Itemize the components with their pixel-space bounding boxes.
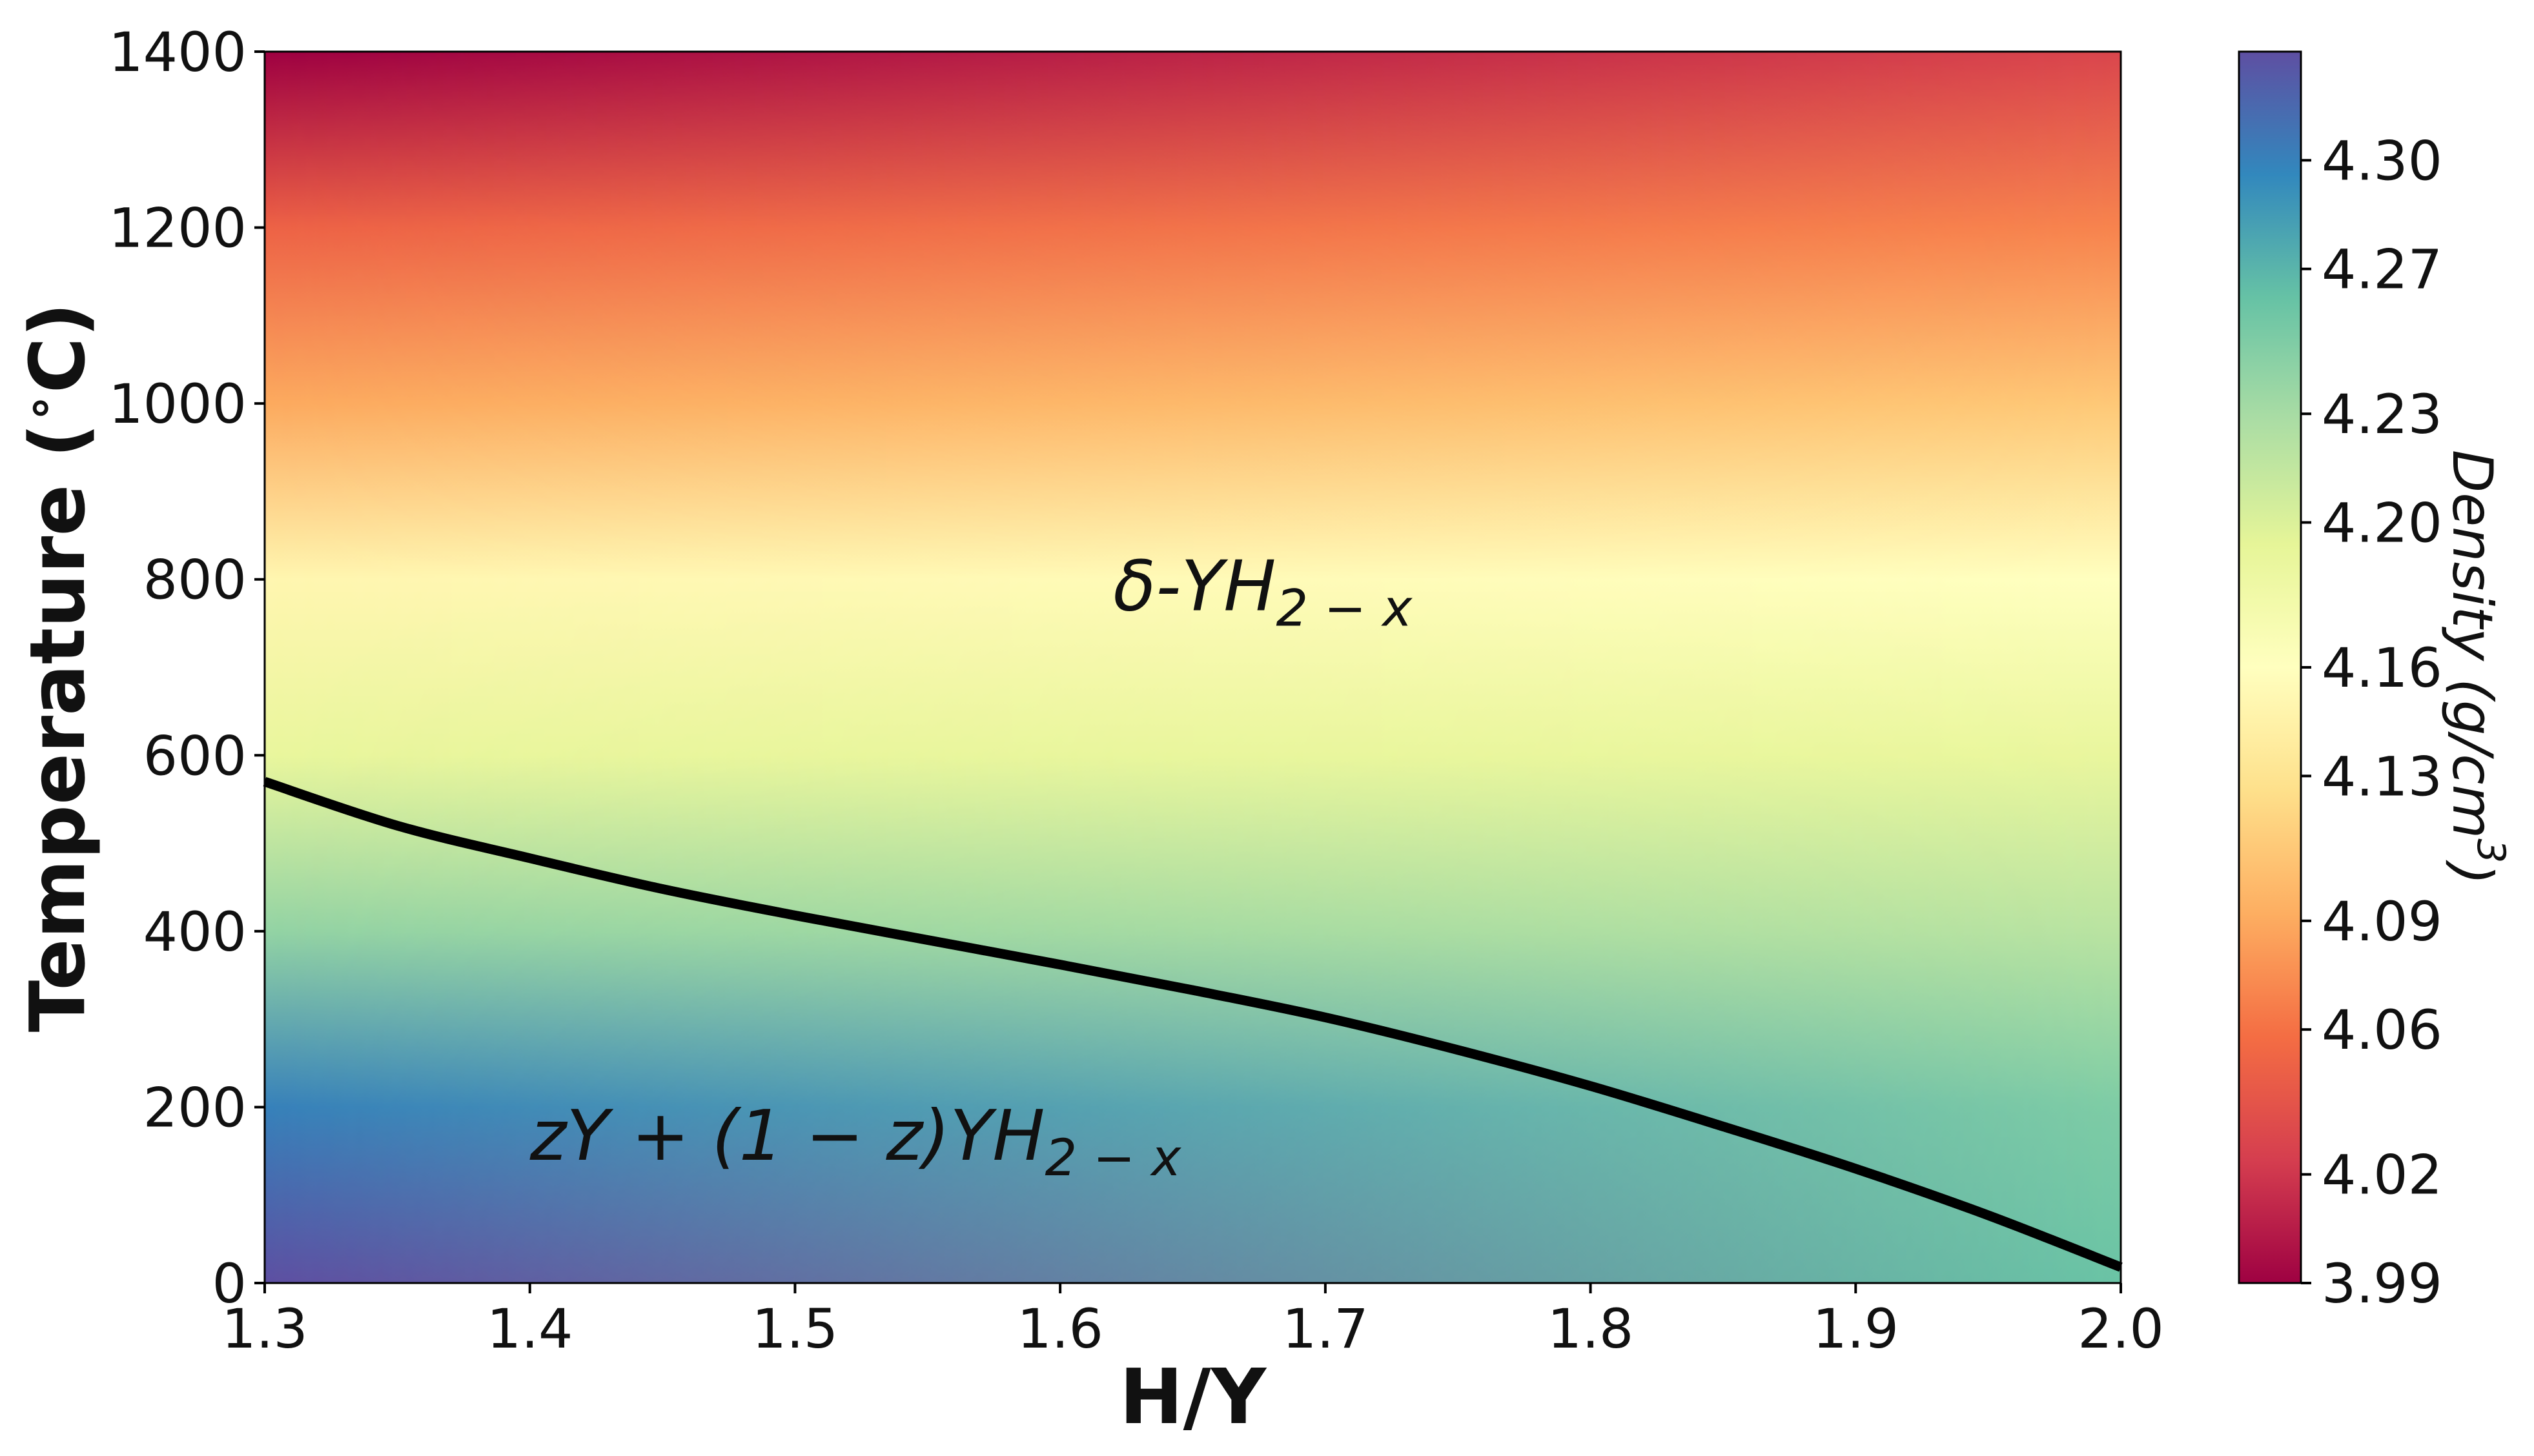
heatmap-right-layer bbox=[265, 52, 2121, 1283]
x-tick-label: 1.9 bbox=[1812, 1297, 1899, 1360]
y-axis-label-main: Temperature ( bbox=[13, 423, 102, 1033]
y-axis-label-unit: C) bbox=[13, 303, 102, 394]
colorbar-tick-label: 4.06 bbox=[2322, 998, 2442, 1062]
x-axis-ticks: 1.3 1.4 1.5 1.6 1.7 1.8 1.9 2.0 bbox=[221, 1283, 2164, 1360]
colorbar-label-main: Density (g/cm bbox=[2440, 450, 2504, 838]
x-tick-label: 1.5 bbox=[752, 1297, 839, 1360]
y-tick-label: 200 bbox=[143, 1076, 247, 1139]
y-tick-label: 400 bbox=[143, 900, 247, 964]
phase-annotations: δ-YH2 − x zY + (1 − z)YH2 − x bbox=[529, 546, 1413, 1188]
x-tick-label: 1.4 bbox=[487, 1297, 573, 1360]
x-tick-label: 1.3 bbox=[221, 1297, 308, 1360]
colorbar-tick-label: 3.99 bbox=[2322, 1252, 2442, 1315]
colorbar-label: Density (g/cm3) bbox=[2440, 450, 2513, 885]
annotation-two-phase: zY + (1 − z)YH2 − x bbox=[529, 1096, 1181, 1188]
colorbar-tick-label: 4.30 bbox=[2322, 129, 2442, 192]
y-tick-label: 1000 bbox=[108, 372, 247, 436]
annotation-two-phase-main: zY + (1 − z)YH bbox=[529, 1096, 1045, 1177]
x-axis-label: H/Y bbox=[1119, 1352, 1267, 1441]
y-tick-label: 1400 bbox=[108, 21, 247, 84]
colorbar-label-end: ) bbox=[2440, 860, 2504, 885]
x-tick-label: 1.6 bbox=[1017, 1297, 1103, 1360]
colorbar-tick-label: 4.02 bbox=[2322, 1144, 2442, 1207]
annotation-delta-phase: δ-YH2 − x bbox=[1113, 546, 1413, 638]
colorbar-tick-label: 4.13 bbox=[2322, 745, 2442, 808]
y-axis-ticks: 0 200 400 600 800 1000 1200 1400 bbox=[108, 21, 265, 1315]
colorbar-ticks: 3.99 4.02 4.06 4.09 4.13 4.16 4.20 4.23 4.27 4.30 bbox=[2301, 129, 2442, 1315]
annotation-two-phase-sub: 2 − x bbox=[1045, 1129, 1182, 1188]
y-tick-label: 600 bbox=[143, 724, 247, 787]
plot-frame bbox=[263, 50, 2122, 1284]
colorbar-scale bbox=[2238, 50, 2302, 1284]
colorbar-tick-label: 4.09 bbox=[2322, 890, 2442, 953]
y-tick-label: 800 bbox=[143, 549, 247, 612]
y-axis-label: Temperature (∘C) bbox=[12, 303, 102, 1033]
colorbar: 3.99 4.02 4.06 4.09 4.13 4.16 4.20 4.23 4.27 4.30… bbox=[2238, 50, 2513, 1315]
x-tick-label: 1.8 bbox=[1548, 1297, 1634, 1360]
colorbar-tick-label: 4.16 bbox=[2322, 636, 2442, 700]
annotation-delta-phase-sub: 2 − x bbox=[1276, 580, 1413, 638]
colorbar-label-sup: 3 bbox=[2468, 838, 2513, 863]
x-tick-label: 1.7 bbox=[1282, 1297, 1369, 1360]
colorbar-tick-label: 4.23 bbox=[2322, 383, 2442, 446]
x-tick-label: 2.0 bbox=[2078, 1297, 2164, 1360]
colorbar-tick-label: 4.20 bbox=[2322, 492, 2442, 555]
annotation-delta-phase-main: δ-YH bbox=[1113, 546, 1276, 627]
y-tick-label: 0 bbox=[212, 1252, 247, 1315]
y-tick-label: 1200 bbox=[108, 197, 247, 260]
plot-area bbox=[263, 50, 2123, 1284]
y-axis-label-degree: ∘ bbox=[12, 393, 67, 423]
colorbar-tick-label: 4.27 bbox=[2322, 238, 2442, 301]
phase-boundary-line bbox=[263, 777, 2123, 1272]
